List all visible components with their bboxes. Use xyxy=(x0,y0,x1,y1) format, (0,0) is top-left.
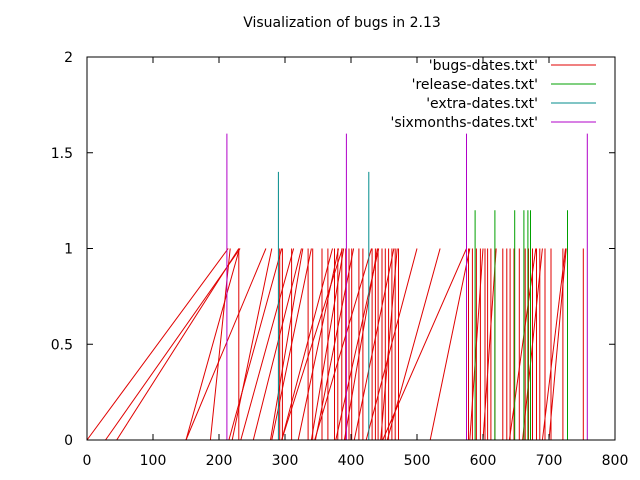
y-tick-label-2: 1 xyxy=(64,242,73,258)
series-1 xyxy=(474,210,568,440)
series-0-segment-1 xyxy=(105,248,241,441)
y-tick-label-1: 0.5 xyxy=(51,337,73,353)
series-0-segment-7 xyxy=(231,248,273,441)
chart-title: Visualization of bugs in 2.13 xyxy=(243,15,441,31)
y-tick-label-4: 2 xyxy=(64,50,73,66)
axis-layer: 0 100 200 300 400 500 600 700 800 0 0.5 1 1.5 2 xyxy=(51,50,629,469)
y-tick-label-0: 0 xyxy=(64,433,73,449)
series-3 xyxy=(226,133,588,440)
legend: 'bugs-dates.txt' 'release-dates.txt' 'extr… xyxy=(390,58,596,131)
series-0 xyxy=(86,248,584,441)
x-tick-label-0: 0 xyxy=(83,453,92,469)
data-layer xyxy=(86,133,588,441)
series-0-segment-2 xyxy=(116,248,240,441)
series-0-segment-30 xyxy=(541,248,566,441)
series-0-segment-9 xyxy=(252,248,302,441)
series-0-segment-25 xyxy=(429,248,471,441)
series-0-segment-20 xyxy=(353,248,395,441)
x-tick-label-7: 700 xyxy=(536,453,563,469)
series-0-segment-6 xyxy=(228,248,283,441)
legend-label-0: 'bugs-dates.txt' xyxy=(429,58,538,74)
series-0-segment-24 xyxy=(382,248,467,441)
series-0-segment-3 xyxy=(185,248,240,441)
series-0-segment-12 xyxy=(281,248,333,441)
y-tick-label-3: 1.5 xyxy=(51,146,73,162)
series-0-segment-28 xyxy=(508,248,537,441)
legend-label-3: 'sixmonths-dates.txt' xyxy=(390,115,538,131)
legend-label-2: 'extra-dates.txt' xyxy=(426,96,538,112)
x-tick-label-2: 200 xyxy=(206,453,233,469)
series-0-segment-10 xyxy=(270,248,304,441)
series-0-segment-13 xyxy=(281,248,343,441)
x-tick-label-6: 600 xyxy=(470,453,497,469)
series-0-segment-16 xyxy=(314,248,372,441)
x-tick-label-4: 400 xyxy=(338,453,365,469)
x-tick-label-1: 100 xyxy=(140,453,167,469)
series-0-segment-31 xyxy=(548,248,567,441)
x-tick-label-8: 800 xyxy=(602,453,629,469)
series-0-segment-23 xyxy=(386,248,441,441)
series-0-segment-4 xyxy=(185,248,267,441)
series-0-segment-0 xyxy=(86,248,229,441)
x-tick-label-5: 500 xyxy=(404,453,431,469)
legend-label-1: 'release-dates.txt' xyxy=(412,77,538,93)
x-tick-label-3: 300 xyxy=(272,453,299,469)
series-0-segment-14 xyxy=(297,248,339,441)
series-0-segment-8 xyxy=(240,248,295,441)
series-2 xyxy=(277,171,370,440)
